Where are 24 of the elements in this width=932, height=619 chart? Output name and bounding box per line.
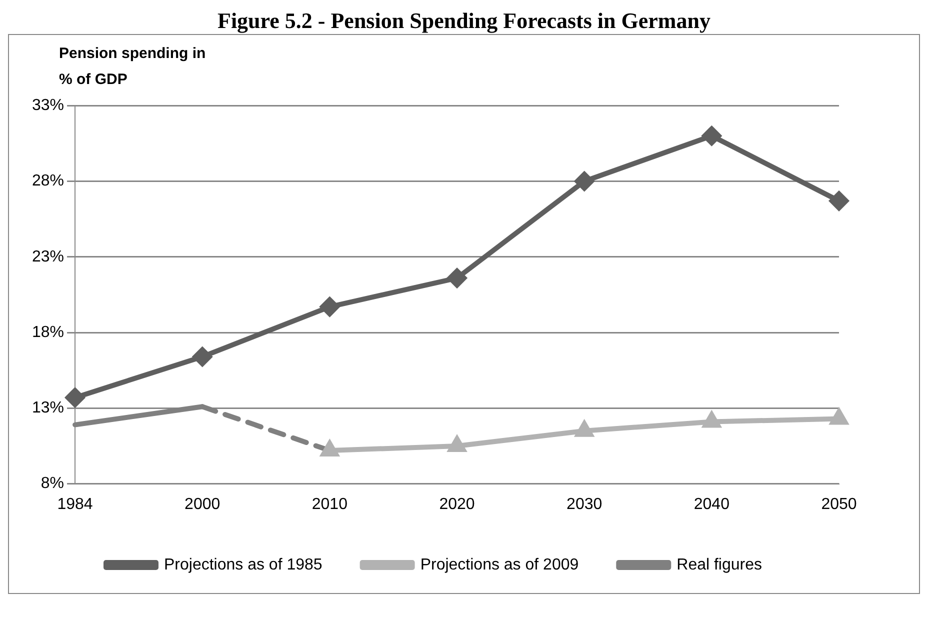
- y-tick-label: 8%: [40, 475, 64, 492]
- point: [830, 191, 848, 210]
- point: [192, 347, 212, 366]
- y-tick-label: 28%: [32, 172, 64, 190]
- y-tick-label: 23%: [32, 248, 64, 266]
- x-tick-label: 2050: [821, 496, 857, 513]
- y-axis-title: Pension spending in % of GDP: [59, 44, 207, 90]
- x-tick-label: 2030: [566, 496, 602, 513]
- chart-title: Figure 5.2 - Pension Spending Forecasts in Germany: [216, 8, 712, 34]
- point: [702, 126, 722, 146]
- point: [448, 268, 467, 288]
- x-tick-label: 2000: [184, 496, 220, 513]
- x-tick-label: 2040: [694, 496, 730, 513]
- x-tick-label: 2020: [439, 496, 475, 513]
- y-tick-label: 18%: [32, 324, 64, 341]
- y-tick-label: 33%: [32, 97, 64, 114]
- point: [574, 172, 594, 191]
- point: [320, 297, 340, 316]
- x-tick-label: 1984: [57, 496, 93, 513]
- legend-label: Projections as of 1985: [164, 556, 322, 574]
- legend-label: Projections as of 2009: [420, 556, 579, 574]
- legend-label: Real figures: [676, 556, 762, 574]
- x-tick-label: 2010: [312, 496, 348, 513]
- y-tick-label: 13%: [32, 400, 64, 417]
